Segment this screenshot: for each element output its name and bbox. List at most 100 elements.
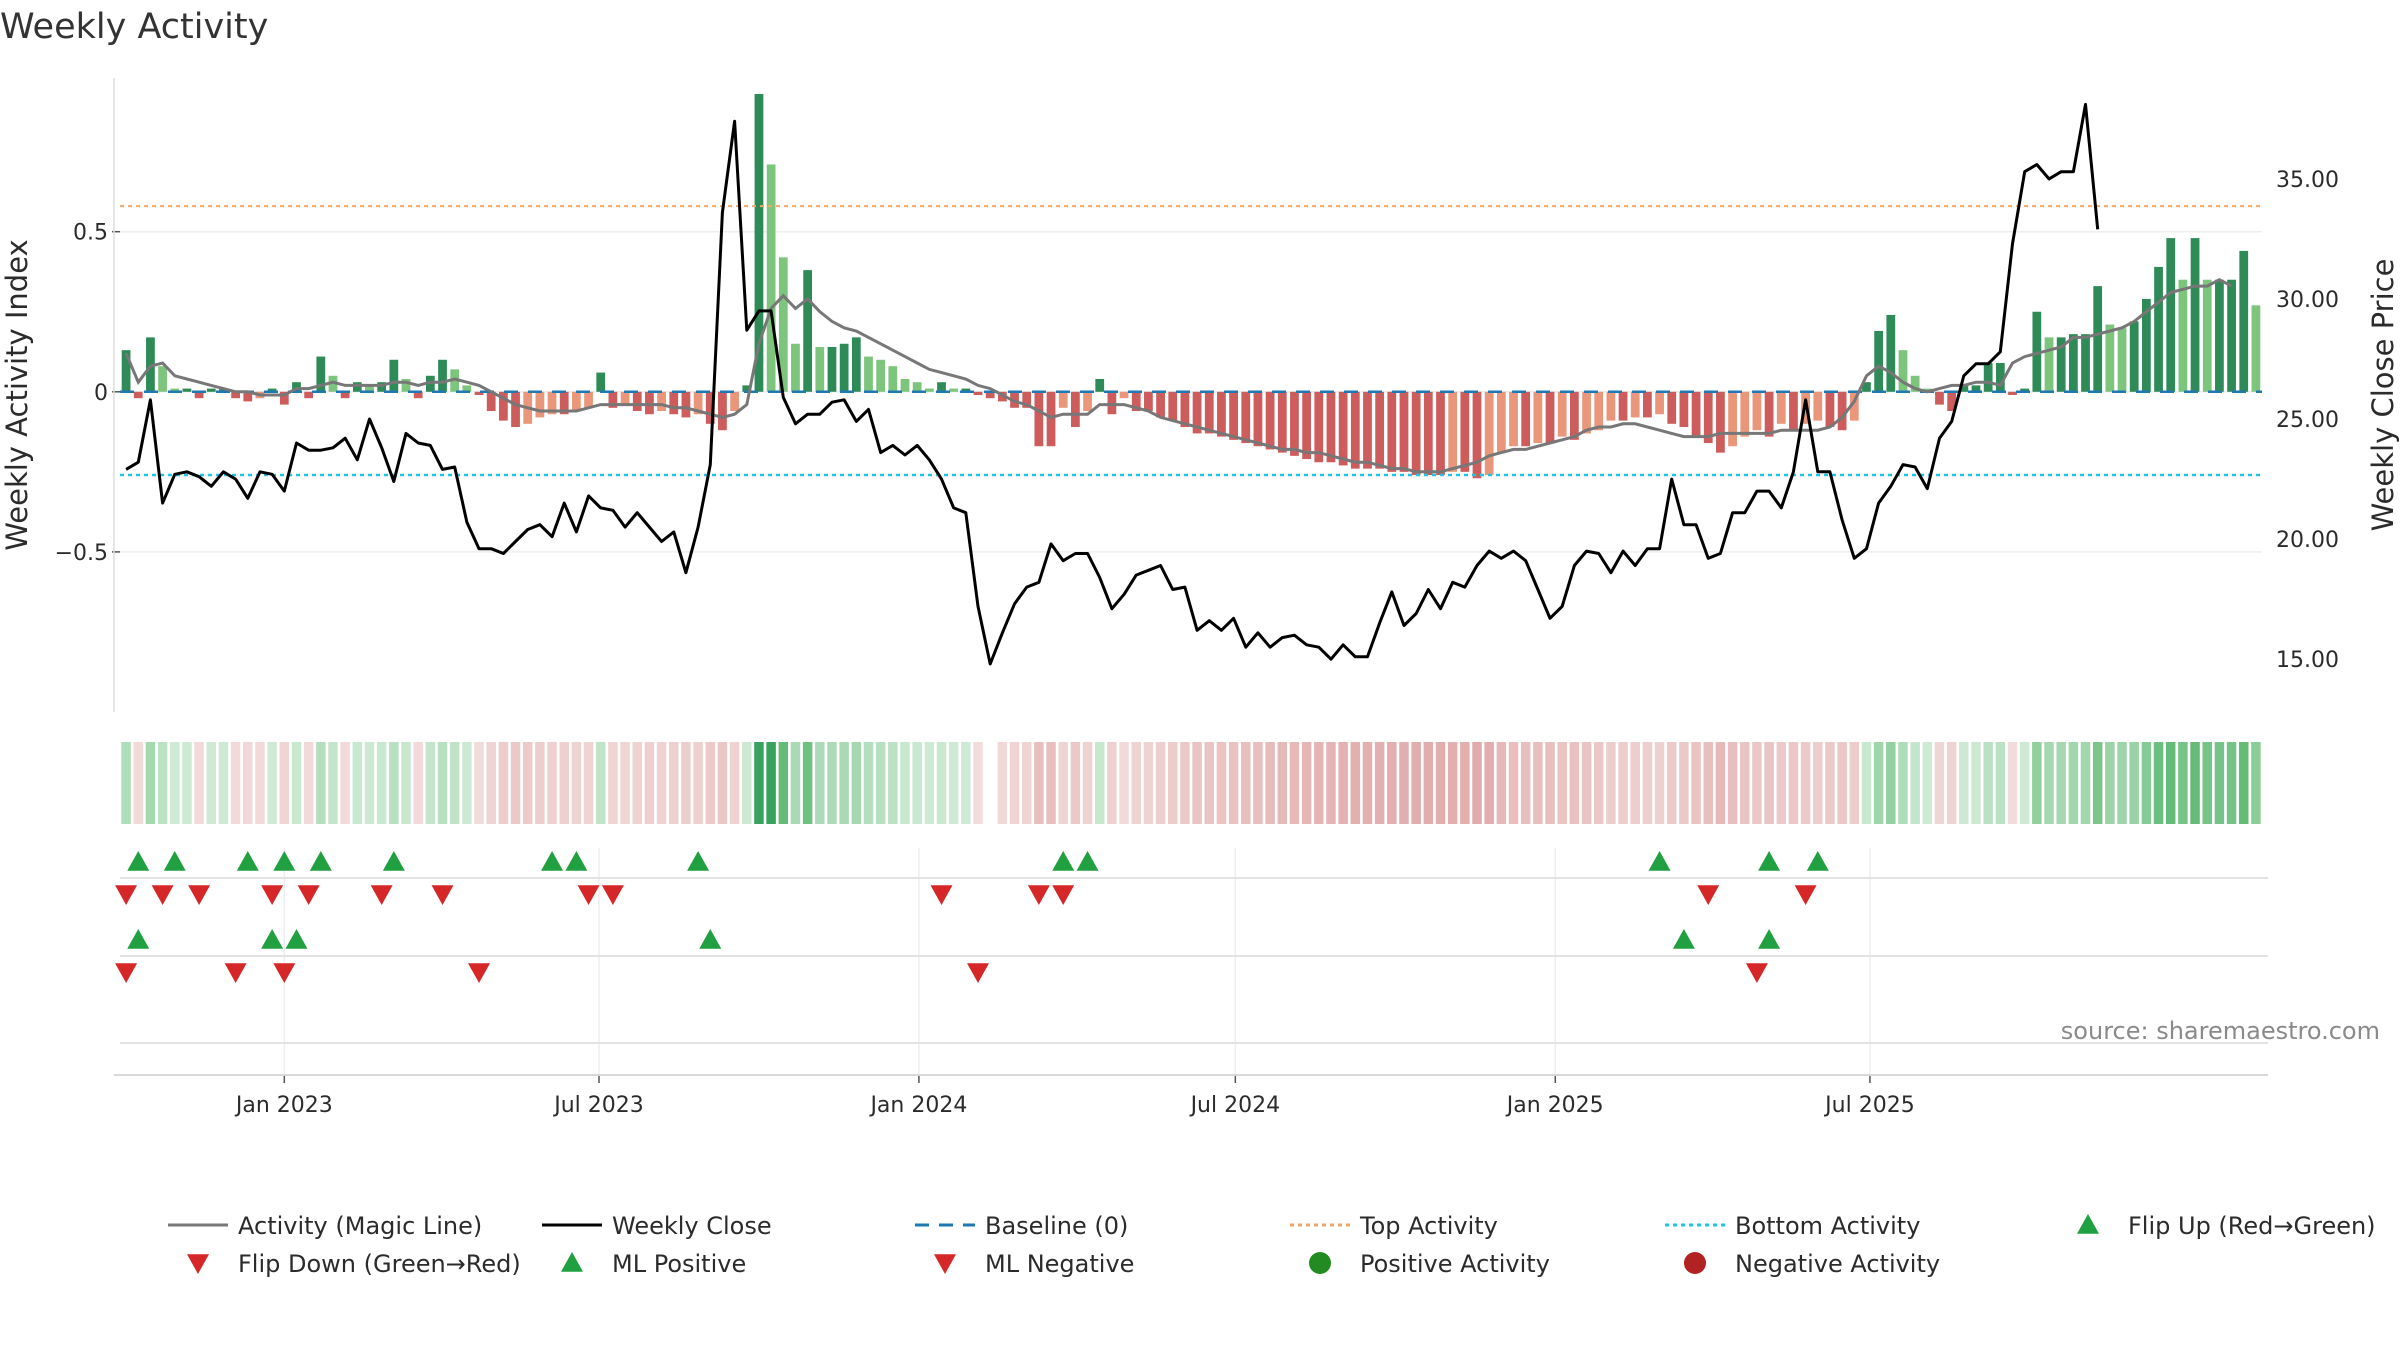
activity-bar xyxy=(1046,391,1056,447)
legend-label: Weekly Close xyxy=(612,1212,772,1240)
activity-heat-cell xyxy=(681,742,691,824)
legend-swatch-circle xyxy=(1684,1252,1706,1274)
activity-bar xyxy=(1387,391,1397,472)
activity-bar xyxy=(1375,391,1385,469)
flip-down-marker xyxy=(930,885,953,905)
activity-bar xyxy=(876,359,886,392)
activity-bar xyxy=(1277,391,1287,453)
activity-heat-cell xyxy=(1898,742,1908,824)
activity-heat-cell xyxy=(2251,742,2261,824)
activity-bar xyxy=(535,391,545,418)
legend-label: Activity (Magic Line) xyxy=(238,1212,482,1240)
activity-bar xyxy=(206,388,216,392)
activity-heat-cell xyxy=(1740,742,1750,824)
activity-bar xyxy=(1716,391,1725,453)
activity-heat-cell xyxy=(644,742,655,824)
activity-bar xyxy=(1691,391,1701,437)
ml-positive-marker xyxy=(1672,929,1695,949)
activity-bar xyxy=(815,346,825,392)
y-left-tick-label: −0.5 xyxy=(55,541,108,566)
flip-down-marker xyxy=(1027,885,1050,905)
activity-bar xyxy=(864,356,873,392)
activity-bar xyxy=(2215,279,2224,392)
activity-heat-cell xyxy=(1618,742,1628,824)
flip-down-marker xyxy=(297,885,320,905)
activity-bar xyxy=(839,343,849,392)
activity-heat-cell xyxy=(206,742,217,824)
ml-positive-marker xyxy=(1758,929,1781,949)
activity-heat-cell xyxy=(1034,742,1044,824)
activity-heat-cell xyxy=(802,742,813,824)
activity-bar xyxy=(1813,391,1823,421)
activity-bar xyxy=(1484,391,1494,476)
activity-bar xyxy=(1034,391,1044,447)
activity-heat-cell xyxy=(1861,742,1872,824)
activity-heat-cell xyxy=(1788,742,1799,824)
legend-item: Activity (Magic Line) xyxy=(168,1212,482,1240)
activity-heat-cell xyxy=(1265,742,1275,824)
activity-bars xyxy=(121,94,2261,479)
activity-bar xyxy=(1326,391,1336,463)
activity-bar xyxy=(1837,391,1847,431)
activity-bar xyxy=(486,391,496,412)
activity-heat-cell xyxy=(1411,742,1421,824)
activity-bar xyxy=(742,385,752,392)
legend-label: Positive Activity xyxy=(1360,1250,1550,1278)
activity-heat-cell xyxy=(1143,742,1154,824)
activity-bar xyxy=(1922,388,1932,392)
activity-bar xyxy=(194,391,204,399)
activity-bar xyxy=(608,391,618,408)
activity-heat-cell xyxy=(1277,742,1288,824)
activity-bar xyxy=(1436,391,1445,476)
activity-heat-cell xyxy=(1825,742,1835,824)
activity-heat-cell xyxy=(1447,742,1458,824)
activity-heat-cell xyxy=(255,742,265,824)
activity-bar xyxy=(547,391,557,415)
y-right-tick-label: 35.00 xyxy=(2276,168,2339,193)
activity-bar xyxy=(2202,279,2212,392)
activity-heat-cell xyxy=(1338,742,1348,824)
activity-bar xyxy=(584,391,593,408)
flip-up-marker xyxy=(1806,851,1829,871)
activity-heat-cell xyxy=(1642,742,1653,824)
flip-down-marker xyxy=(370,885,393,905)
activity-heat-cell xyxy=(2238,742,2249,824)
activity-bar xyxy=(511,391,520,428)
activity-bar xyxy=(1618,391,1628,421)
activity-bar xyxy=(657,391,666,412)
activity-heat-cell xyxy=(1009,742,1020,824)
activity-heat-cell xyxy=(1301,742,1312,824)
ml-negative-marker xyxy=(967,963,990,983)
activity-heat-cell xyxy=(1995,742,2006,824)
ml-positive-marker xyxy=(127,929,150,949)
activity-bar xyxy=(924,388,934,392)
activity-heat-cell xyxy=(2056,742,2066,824)
activity-heat-cell xyxy=(1119,742,1129,824)
activity-bar xyxy=(1022,391,1032,408)
activity-bar xyxy=(803,270,813,392)
activity-heat-cell xyxy=(1399,742,1409,824)
activity-heat-cell xyxy=(948,742,959,824)
y-right-tick-label: 15.00 xyxy=(2276,648,2339,673)
activity-heat-cell xyxy=(912,742,922,824)
activity-bar xyxy=(1083,391,1092,412)
activity-bar xyxy=(937,382,946,392)
flip-down-marker xyxy=(1794,885,1817,905)
activity-bar xyxy=(1582,391,1591,434)
flip-up-marker xyxy=(687,851,710,871)
activity-heat-cell xyxy=(389,742,399,824)
activity-heat-cell xyxy=(2226,742,2237,824)
activity-bar xyxy=(1886,314,1896,392)
activity-bar xyxy=(2117,327,2127,392)
activity-bar xyxy=(1569,391,1579,440)
activity-bar xyxy=(973,391,983,395)
activity-heat-cell xyxy=(1216,742,1227,824)
activity-bar xyxy=(1496,391,1506,453)
legend-label: ML Positive xyxy=(612,1250,746,1278)
activity-bar xyxy=(170,388,180,392)
legend-swatch-triangle-down xyxy=(187,1254,209,1274)
activity-bar xyxy=(681,391,691,418)
activity-heat-cell xyxy=(2141,742,2152,824)
activity-bar xyxy=(693,391,703,415)
activity-bar xyxy=(900,378,910,392)
